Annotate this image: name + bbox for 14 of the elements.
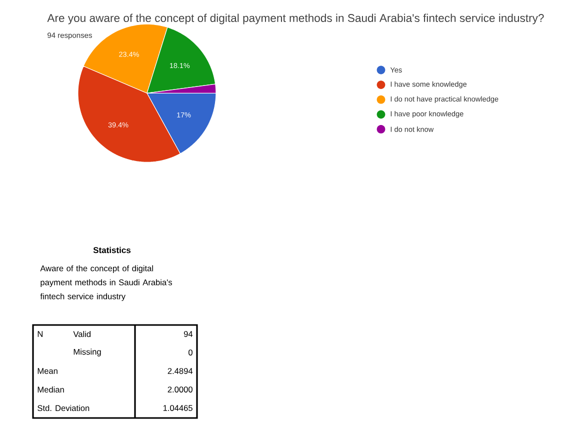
text: Valid: [73, 330, 91, 338]
text: Statistics: [93, 246, 131, 254]
text: Median: [38, 386, 64, 393]
text: 94: [184, 331, 193, 337]
text: Mean: [38, 368, 58, 374]
text: 2.0000: [168, 386, 192, 392]
text: Std. Deviation: [38, 404, 90, 412]
text: 1.04465: [163, 405, 192, 411]
text: Missing: [74, 348, 101, 356]
text: N: [38, 331, 43, 337]
text: Aware of the concept of digital payment methods in Saudi Arabia's fintech service industry: [40, 265, 172, 301]
text: 0: [188, 350, 192, 356]
chart-title: Are you aware of the concept of digital payment methods in Saudi Arabia's fintech service industry?: [47, 14, 544, 24]
text: 2.4894: [168, 368, 193, 374]
